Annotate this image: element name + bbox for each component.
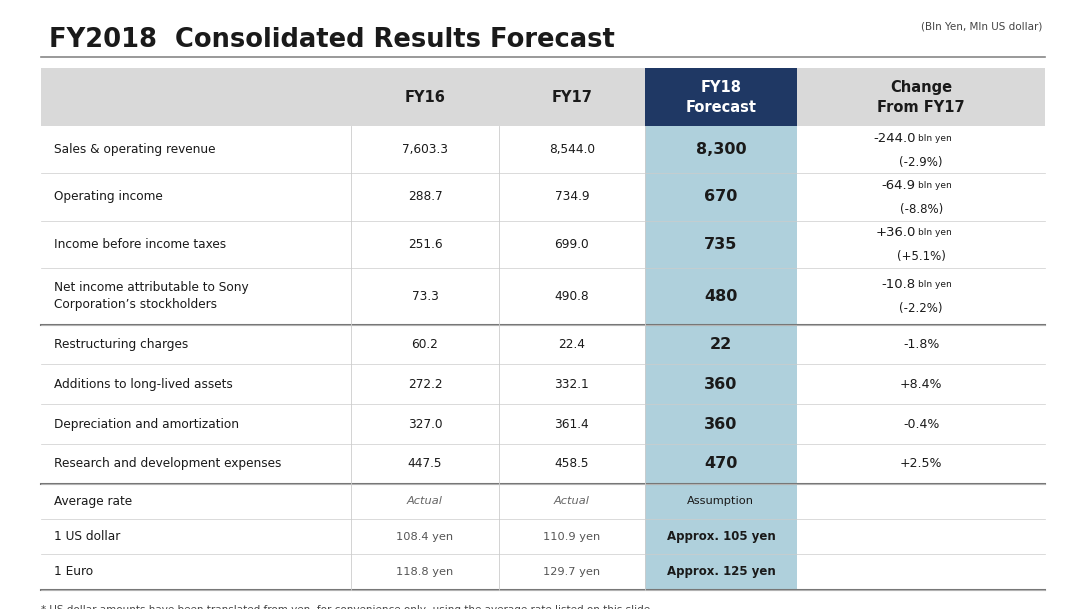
FancyBboxPatch shape bbox=[499, 68, 645, 126]
Text: (-2.9%): (-2.9%) bbox=[900, 156, 943, 169]
Text: 272.2: 272.2 bbox=[407, 378, 443, 391]
Text: 735: 735 bbox=[704, 237, 738, 252]
Text: 447.5: 447.5 bbox=[408, 457, 442, 470]
Text: Actual: Actual bbox=[554, 496, 590, 507]
Text: 490.8: 490.8 bbox=[554, 290, 590, 303]
Text: FY16: FY16 bbox=[405, 90, 445, 105]
Text: -64.9: -64.9 bbox=[882, 179, 916, 192]
Text: bln yen: bln yen bbox=[918, 280, 951, 289]
FancyBboxPatch shape bbox=[645, 484, 797, 519]
Text: 251.6: 251.6 bbox=[407, 238, 443, 251]
Text: -10.8: -10.8 bbox=[881, 278, 916, 291]
Text: -244.0: -244.0 bbox=[874, 132, 916, 145]
Text: 118.8 yen: 118.8 yen bbox=[396, 567, 454, 577]
FancyBboxPatch shape bbox=[41, 68, 351, 126]
Text: 110.9 yen: 110.9 yen bbox=[543, 532, 600, 541]
Text: FY2018  Consolidated Results Forecast: FY2018 Consolidated Results Forecast bbox=[49, 27, 615, 54]
FancyBboxPatch shape bbox=[645, 174, 797, 220]
Text: Actual: Actual bbox=[407, 496, 443, 507]
Text: FY18
Forecast: FY18 Forecast bbox=[686, 80, 756, 114]
FancyBboxPatch shape bbox=[797, 68, 1045, 126]
FancyBboxPatch shape bbox=[645, 404, 797, 444]
Text: 129.7 yen: 129.7 yen bbox=[543, 567, 600, 577]
Text: 108.4 yen: 108.4 yen bbox=[396, 532, 454, 541]
FancyBboxPatch shape bbox=[645, 444, 797, 484]
Text: -1.8%: -1.8% bbox=[903, 338, 940, 351]
Text: 1 US dollar: 1 US dollar bbox=[54, 530, 120, 543]
Text: Net income attributable to Sony
Corporation’s stockholders: Net income attributable to Sony Corporat… bbox=[54, 281, 248, 311]
Text: 327.0: 327.0 bbox=[408, 418, 442, 431]
Text: Depreciation and amortization: Depreciation and amortization bbox=[54, 418, 239, 431]
FancyBboxPatch shape bbox=[645, 364, 797, 404]
Text: -0.4%: -0.4% bbox=[903, 418, 940, 431]
FancyBboxPatch shape bbox=[645, 126, 797, 174]
Text: (-8.8%): (-8.8%) bbox=[900, 203, 943, 216]
Text: 1 Euro: 1 Euro bbox=[54, 565, 93, 579]
Text: bln yen: bln yen bbox=[918, 134, 951, 143]
FancyBboxPatch shape bbox=[645, 519, 797, 554]
Text: Research and development expenses: Research and development expenses bbox=[54, 457, 282, 470]
FancyBboxPatch shape bbox=[645, 325, 797, 364]
Text: 22.4: 22.4 bbox=[558, 338, 585, 351]
Text: 458.5: 458.5 bbox=[555, 457, 589, 470]
Text: 361.4: 361.4 bbox=[554, 418, 590, 431]
Text: * US dollar amounts have been translated from yen, for convenience only, using t: * US dollar amounts have been translated… bbox=[41, 605, 650, 609]
FancyBboxPatch shape bbox=[351, 68, 499, 126]
Text: Average rate: Average rate bbox=[54, 495, 132, 508]
Text: Operating income: Operating income bbox=[54, 191, 163, 203]
Text: Additions to long-lived assets: Additions to long-lived assets bbox=[54, 378, 233, 391]
Text: 332.1: 332.1 bbox=[554, 378, 590, 391]
Text: bln yen: bln yen bbox=[918, 228, 951, 238]
Text: Change
From FY17: Change From FY17 bbox=[877, 80, 966, 114]
Text: 8,300: 8,300 bbox=[696, 143, 746, 157]
Text: 699.0: 699.0 bbox=[554, 238, 590, 251]
FancyBboxPatch shape bbox=[645, 68, 797, 126]
Text: Restructuring charges: Restructuring charges bbox=[54, 338, 188, 351]
Text: +2.5%: +2.5% bbox=[900, 457, 943, 470]
Text: Assumption: Assumption bbox=[687, 496, 755, 507]
Text: Approx. 105 yen: Approx. 105 yen bbox=[666, 530, 775, 543]
Text: FY17: FY17 bbox=[552, 90, 592, 105]
FancyBboxPatch shape bbox=[645, 554, 797, 590]
FancyBboxPatch shape bbox=[645, 220, 797, 268]
Text: 8,544.0: 8,544.0 bbox=[549, 143, 595, 157]
FancyBboxPatch shape bbox=[645, 268, 797, 325]
Text: Approx. 125 yen: Approx. 125 yen bbox=[666, 565, 775, 579]
Text: 360: 360 bbox=[704, 417, 738, 432]
Text: (Bln Yen, Mln US dollar): (Bln Yen, Mln US dollar) bbox=[921, 21, 1042, 32]
Text: 360: 360 bbox=[704, 377, 738, 392]
Text: +8.4%: +8.4% bbox=[900, 378, 943, 391]
Text: (+5.1%): (+5.1%) bbox=[896, 250, 946, 263]
Text: 22: 22 bbox=[710, 337, 732, 352]
Text: 288.7: 288.7 bbox=[407, 191, 443, 203]
Text: Income before income taxes: Income before income taxes bbox=[54, 238, 226, 251]
Text: 470: 470 bbox=[704, 456, 738, 471]
Text: 60.2: 60.2 bbox=[411, 338, 438, 351]
Text: Sales & operating revenue: Sales & operating revenue bbox=[54, 143, 216, 157]
Text: +36.0: +36.0 bbox=[876, 227, 916, 239]
Text: bln yen: bln yen bbox=[918, 181, 951, 190]
Text: 734.9: 734.9 bbox=[554, 191, 590, 203]
Text: 73.3: 73.3 bbox=[411, 290, 438, 303]
Text: (-2.2%): (-2.2%) bbox=[900, 302, 943, 315]
Text: 480: 480 bbox=[704, 289, 738, 304]
Text: 7,603.3: 7,603.3 bbox=[402, 143, 448, 157]
Text: 670: 670 bbox=[704, 189, 738, 205]
